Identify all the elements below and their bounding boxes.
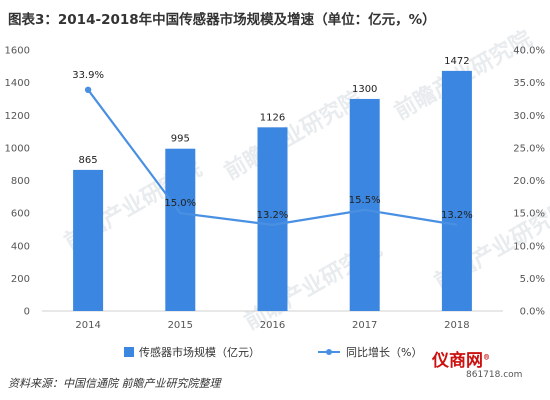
- legend: 传感器市场规模（亿元） 同比增长（%）: [124, 345, 422, 359]
- chart-title: 图表3：2014-2018年中国传感器市场规模及增速（单位：亿元，%）: [8, 12, 436, 28]
- brand-logo: 仪商网® 861718.com: [432, 346, 544, 386]
- right-axis-tick-label: 10.0%: [513, 241, 545, 252]
- bar-value-label: 865: [79, 155, 98, 166]
- legend-line-marker: [326, 349, 332, 355]
- x-axis-tick-label: 2015: [168, 320, 193, 331]
- left-axis-tick-label: 800: [11, 176, 30, 187]
- left-axis-tick-label: 200: [11, 274, 30, 285]
- growth-value-label: 33.9%: [72, 70, 104, 81]
- bar: [441, 70, 472, 311]
- right-axis-tick-label: 35.0%: [513, 78, 545, 89]
- line-series: 33.9% 15.0% 13.2% 15.5% 13.2%: [72, 70, 473, 226]
- left-axis-tick-label: 600: [11, 209, 30, 220]
- source-note: 资料来源：中国信通院 前瞻产业研究院整理: [8, 377, 221, 390]
- growth-value-label: 15.0%: [164, 198, 196, 209]
- bar-value-label: 995: [171, 134, 190, 145]
- bar: [349, 98, 380, 311]
- brand-url: 861718.com: [466, 370, 523, 380]
- legend-line-label: 同比增长（%）: [346, 345, 422, 359]
- watermark-text: 前瞻产业研究院: [220, 86, 366, 186]
- bar: [73, 169, 104, 311]
- bar: [165, 148, 196, 311]
- brand-name: 仪商网: [432, 351, 483, 371]
- bar: [257, 127, 288, 311]
- right-axis-tick-label: 15.0%: [513, 209, 545, 220]
- x-axis-tick-label: 2014: [75, 320, 100, 331]
- x-axis-tick-label: 2018: [444, 320, 469, 331]
- right-axis-tick-label: 5.0%: [520, 274, 545, 285]
- growth-value-label: 13.2%: [441, 210, 473, 221]
- left-axis-tick-label: 400: [11, 241, 30, 252]
- watermarks: 前瞻产业研究院前瞻产业研究院前瞻产业研究院前瞻产业研究院前瞻产业研究院: [60, 26, 550, 336]
- right-axis: 0.0% 5.0% 10.0% 15.0% 20.0% 25.0% 30.0% 35.0% 40…: [513, 46, 545, 318]
- growth-value-label: 15.5%: [349, 195, 381, 206]
- left-axis: 0 200 400 600 800 1000 1200 1400 1600: [5, 46, 30, 318]
- x-axis-tick-label: 2017: [352, 320, 377, 331]
- right-axis-tick-label: 40.0%: [513, 46, 545, 57]
- bar-series: 865 995 1126 1300 1472: [73, 56, 472, 311]
- bar-value-label: 1472: [444, 56, 469, 67]
- x-axis-tick-label: 2016: [260, 320, 285, 331]
- left-axis-tick-label: 1200: [5, 111, 30, 122]
- right-axis-tick-label: 25.0%: [513, 143, 545, 154]
- right-axis-tick-label: 30.0%: [513, 111, 545, 122]
- left-axis-tick-label: 0: [24, 307, 30, 318]
- growth-point: [84, 86, 92, 94]
- left-axis-tick-label: 1000: [5, 143, 30, 154]
- left-axis-tick-label: 1600: [5, 46, 30, 57]
- growth-line: [87, 89, 458, 226]
- right-axis-tick-label: 0.0%: [520, 307, 545, 318]
- bar-value-label: 1300: [352, 84, 377, 95]
- right-axis-tick-label: 20.0%: [513, 176, 545, 187]
- growth-value-label: 13.2%: [257, 210, 289, 221]
- legend-bar-swatch: [124, 347, 134, 357]
- left-axis-tick-label: 1400: [5, 78, 30, 89]
- bar-value-label: 1126: [260, 112, 285, 123]
- brand-mark: 仪商网®: [432, 351, 490, 371]
- legend-bar-label: 传感器市场规模（亿元）: [139, 345, 260, 359]
